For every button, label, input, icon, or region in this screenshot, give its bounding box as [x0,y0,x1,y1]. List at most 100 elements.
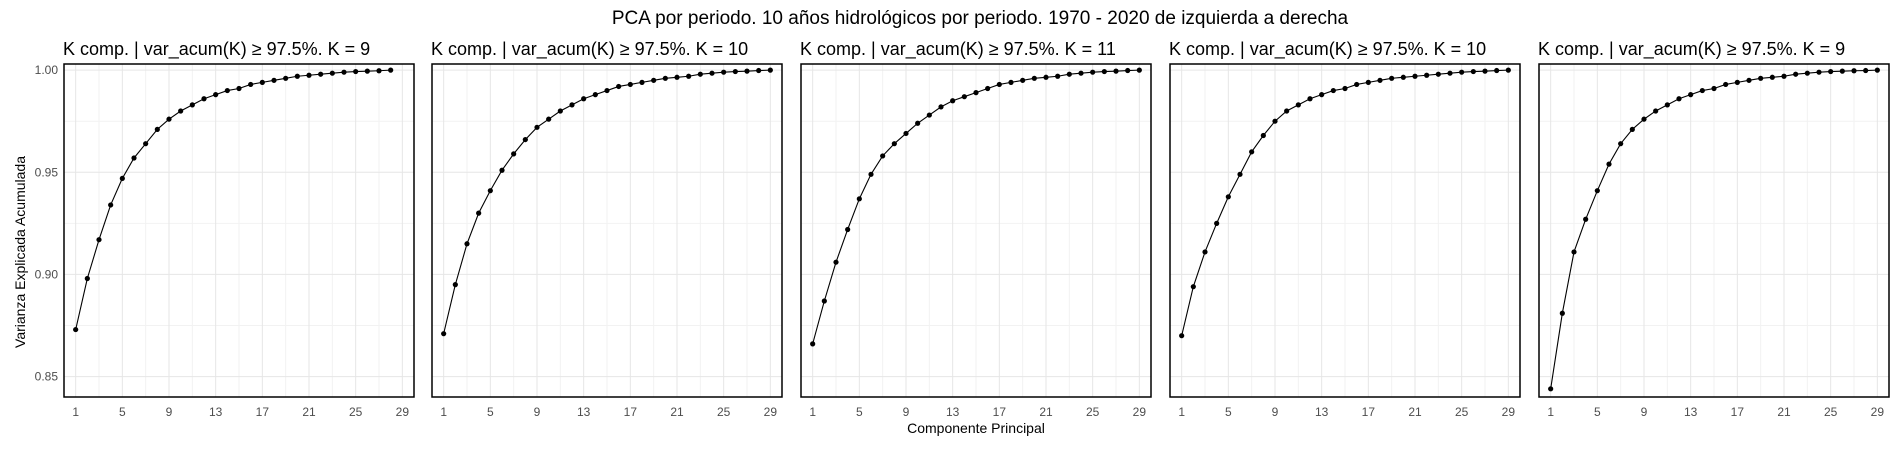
panel-title: K comp. | var_acum(K) ≥ 97.5%. K = 11 [800,39,1116,60]
data-point [1863,68,1868,73]
x-tick-label: 17 [1731,405,1745,419]
data-point [1125,68,1130,73]
data-point [628,82,633,87]
panel-title: K comp. | var_acum(K) ≥ 97.5%. K = 10 [1169,39,1486,60]
x-tick-label: 25 [1086,405,1100,419]
data-point [1008,80,1013,85]
x-tick-label: 9 [1272,405,1279,419]
data-point [1296,102,1301,107]
data-point [880,153,885,158]
panel-title: K comp. | var_acum(K) ≥ 97.5%. K = 10 [431,39,748,60]
data-point [1875,68,1880,73]
data-point [810,341,815,346]
data-point [674,75,679,80]
data-point [1781,74,1786,79]
data-point [1840,69,1845,74]
data-point [1548,386,1553,391]
data-point [1805,71,1810,76]
data-point [1723,82,1728,87]
y-tick-label: 0.90 [35,267,59,281]
x-tick-label: 17 [1362,405,1376,419]
data-point [1214,221,1219,226]
data-point [1179,333,1184,338]
data-point [686,74,691,79]
data-point [155,127,160,132]
data-point [1307,96,1312,101]
x-tick-label: 29 [1871,405,1885,419]
facet-panels: K comp. | var_acum(K) ≥ 97.5%. K = 9 1 5 9 1… [35,39,1889,419]
x-tick-label: 5 [856,405,863,419]
panel-1: K comp. | var_acum(K) ≥ 97.5%. K = 9 1 5 9 1… [35,39,414,419]
x-tick-label: 17 [256,405,270,419]
panel-title: K comp. | var_acum(K) ≥ 97.5%. K = 9 [1538,39,1845,60]
data-point [464,241,469,246]
data-point [985,86,990,91]
y-tick-label: 1.00 [35,63,59,77]
panel-2: K comp. | var_acum(K) ≥ 97.5%. K = 10 1 5 9… [431,39,782,419]
data-point [1401,75,1406,80]
data-point [962,94,967,99]
x-tick-label: 5 [487,405,494,419]
data-point [733,69,738,74]
data-point [1424,73,1429,78]
x-tick-label: 9 [534,405,541,419]
data-point [581,96,586,101]
data-point [1758,76,1763,81]
data-point [1630,127,1635,132]
x-tick-label: 25 [1824,405,1838,419]
x-tick-label: 5 [1594,405,1601,419]
data-point [1020,78,1025,83]
data-point [1447,71,1452,76]
data-point [1137,68,1142,73]
x-tick-label: 5 [119,405,126,419]
x-tick-label: 1 [1178,405,1185,419]
data-point [1700,88,1705,93]
data-point [108,202,113,207]
x-axis-label: Componente Principal [907,420,1045,436]
data-point [1482,69,1487,74]
data-point [1571,249,1576,254]
data-point [1676,96,1681,101]
x-tick-label: 1 [1547,405,1554,419]
data-point [499,168,504,173]
data-point [1354,82,1359,87]
data-point [756,68,761,73]
data-point [1412,74,1417,79]
x-tick-label: 1 [72,405,79,419]
data-point [1688,92,1693,97]
data-point [201,96,206,101]
data-point [950,98,955,103]
data-point [213,92,218,97]
data-point [388,68,393,73]
data-point [1770,75,1775,80]
x-tick-label: 9 [1641,405,1648,419]
data-point [73,327,78,332]
data-point [604,88,609,93]
data-point [1816,70,1821,75]
x-tick-label: 21 [670,405,684,419]
data-point [1389,76,1394,81]
chart-title: PCA por periodo. 10 años hidrológicos po… [612,8,1349,29]
data-point [698,72,703,77]
data-point [1226,194,1231,199]
data-point [306,73,311,78]
data-point [639,80,644,85]
data-point [1237,172,1242,177]
data-point [225,88,230,93]
data-point [1377,78,1382,83]
data-point [709,71,714,76]
x-tick-label: 29 [1502,405,1516,419]
x-tick-label: 5 [1225,405,1232,419]
data-point [1272,119,1277,124]
data-point [330,71,335,76]
data-point [1595,188,1600,193]
data-point [523,137,528,142]
data-point [546,117,551,122]
data-point [1191,284,1196,289]
data-point [271,78,276,83]
data-point [488,188,493,193]
data-point [938,104,943,109]
data-point [892,141,897,146]
data-point [1711,86,1716,91]
data-point [1331,88,1336,93]
